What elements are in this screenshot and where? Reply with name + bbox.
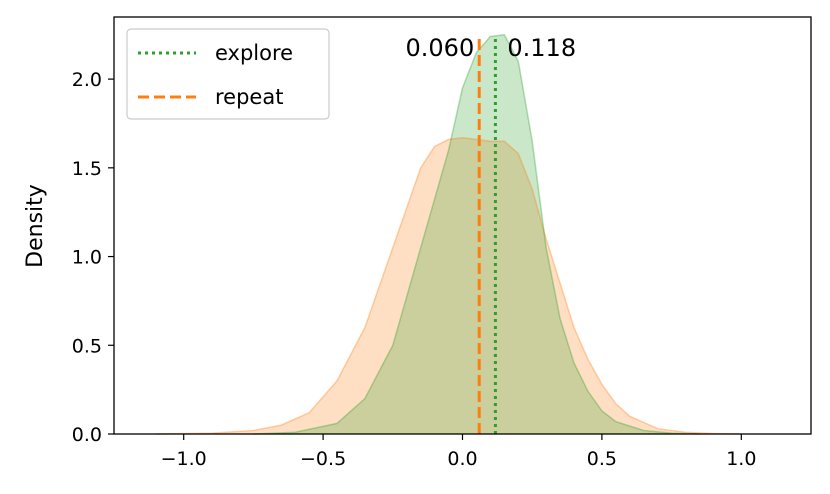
mean-annotations: 0.060 0.118 [406, 34, 577, 62]
x-axis: −1.0 −0.5 0.0 0.5 1.0 [161, 434, 756, 470]
density-area-explore [253, 34, 700, 434]
y-axis: 0.0 0.5 1.0 1.5 2.0 [72, 69, 114, 446]
density-area-repeat [155, 137, 742, 434]
x-tick-label: −0.5 [300, 448, 346, 470]
y-tick-label: 1.5 [72, 158, 102, 180]
x-tick-label: 0.5 [587, 448, 617, 470]
mean-annotation-repeat: 0.060 [406, 34, 475, 62]
y-tick-label: 0.0 [72, 424, 102, 446]
y-tick-label: 0.5 [72, 335, 102, 357]
x-tick-label: −1.0 [161, 448, 207, 470]
density-outlines [155, 33, 742, 435]
density-curve-repeat [155, 136, 742, 435]
y-axis-label: Density [23, 184, 48, 268]
legend: explore repeat [126, 28, 330, 120]
y-tick-label: 2.0 [72, 69, 102, 91]
x-tick-label: 1.0 [726, 448, 756, 470]
x-tick-label: 0.0 [447, 448, 477, 470]
mean-lines [477, 35, 497, 434]
legend-label-explore: explore [215, 41, 293, 65]
mean-annotation-explore: 0.118 [507, 34, 576, 62]
legend-label-repeat: repeat [215, 85, 283, 109]
density-fills [155, 34, 742, 434]
density-curve-explore [253, 33, 700, 435]
y-tick-label: 1.0 [72, 247, 102, 269]
